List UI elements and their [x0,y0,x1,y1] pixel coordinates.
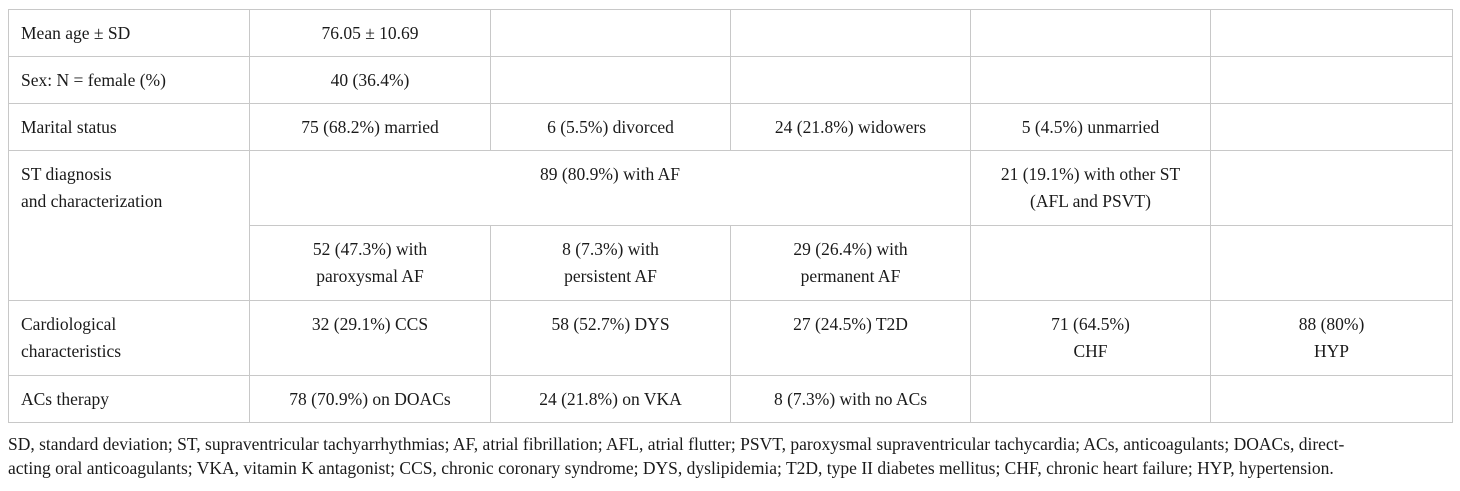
row-label-age: Mean age ± SD [8,9,250,57]
empty-cell [730,9,971,57]
empty-cell [1210,375,1453,423]
empty-cell [970,56,1211,104]
cell-hyp: 88 (80%) HYP [1210,300,1453,376]
empty-cell [970,225,1211,301]
cell-ccs: 32 (29.1%) CCS [249,300,491,376]
cell-married: 75 (68.2%) married [249,103,491,151]
footnote-line: SD, standard deviation; ST, supraventric… [8,434,1345,454]
cell-t2d: 27 (24.5%) T2D [730,300,971,376]
cell-vka: 24 (21.8%) on VKA [490,375,731,423]
row-label-marital: Marital status [8,103,250,151]
cell-paroxysmal-af: 52 (47.3%) with paroxysmal AF [249,225,491,301]
table-row-sex: Sex: N = female (%) 40 (36.4%) [8,56,1453,104]
row-label-acs-therapy: ACs therapy [8,375,250,423]
cell-dys: 58 (52.7%) DYS [490,300,731,376]
row-label-sex: Sex: N = female (%) [8,56,250,104]
row-label-st-diagnosis: ST diagnosis and characterization [8,150,250,301]
cell-divorced: 6 (5.5%) divorced [490,103,731,151]
table-row-st-diagnosis: ST diagnosis and characterization 89 (80… [8,150,1453,301]
table-footnote: SD, standard deviation; ST, supraventric… [8,432,1452,480]
empty-cell [970,9,1211,57]
cell-widowers: 24 (21.8%) widowers [730,103,971,151]
empty-cell [1210,150,1453,226]
cell-persistent-af: 8 (7.3%) with persistent AF [490,225,731,301]
cell-no-acs: 8 (7.3%) with no ACs [730,375,971,423]
cell-af-total: 89 (80.9%) with AF [249,150,971,226]
empty-cell [1210,103,1453,151]
characteristics-table: Mean age ± SD 76.05 ± 10.69 Sex: N = fem… [8,9,1453,423]
cell-permanent-af: 29 (26.4%) with permanent AF [730,225,971,301]
cell-age-value: 76.05 ± 10.69 [249,9,491,57]
table-row-cardiological: Cardiological characteristics 32 (29.1%)… [8,300,1453,376]
cell-chf: 71 (64.5%) CHF [970,300,1211,376]
empty-cell [1210,9,1453,57]
empty-cell [1210,225,1453,301]
footnote-line: acting oral anticoagulants; VKA, vitamin… [8,458,1334,478]
table-row-acs-therapy: ACs therapy 78 (70.9%) on DOACs 24 (21.8… [8,375,1453,423]
row-label-cardiological: Cardiological characteristics [8,300,250,376]
cell-doacs: 78 (70.9%) on DOACs [249,375,491,423]
empty-cell [1210,56,1453,104]
empty-cell [730,56,971,104]
empty-cell [490,9,731,57]
empty-cell [490,56,731,104]
table-row-age: Mean age ± SD 76.05 ± 10.69 [8,9,1453,57]
table-row-af-types: 52 (47.3%) with paroxysmal AF 8 (7.3%) w… [9,225,1453,301]
cell-other-st: 21 (19.1%) with other ST (AFL and PSVT) [970,150,1211,226]
cell-unmarried: 5 (4.5%) unmarried [970,103,1211,151]
table-row-marital: Marital status 75 (68.2%) married 6 (5.5… [8,103,1453,151]
cell-sex-value: 40 (36.4%) [249,56,491,104]
empty-cell [970,375,1211,423]
